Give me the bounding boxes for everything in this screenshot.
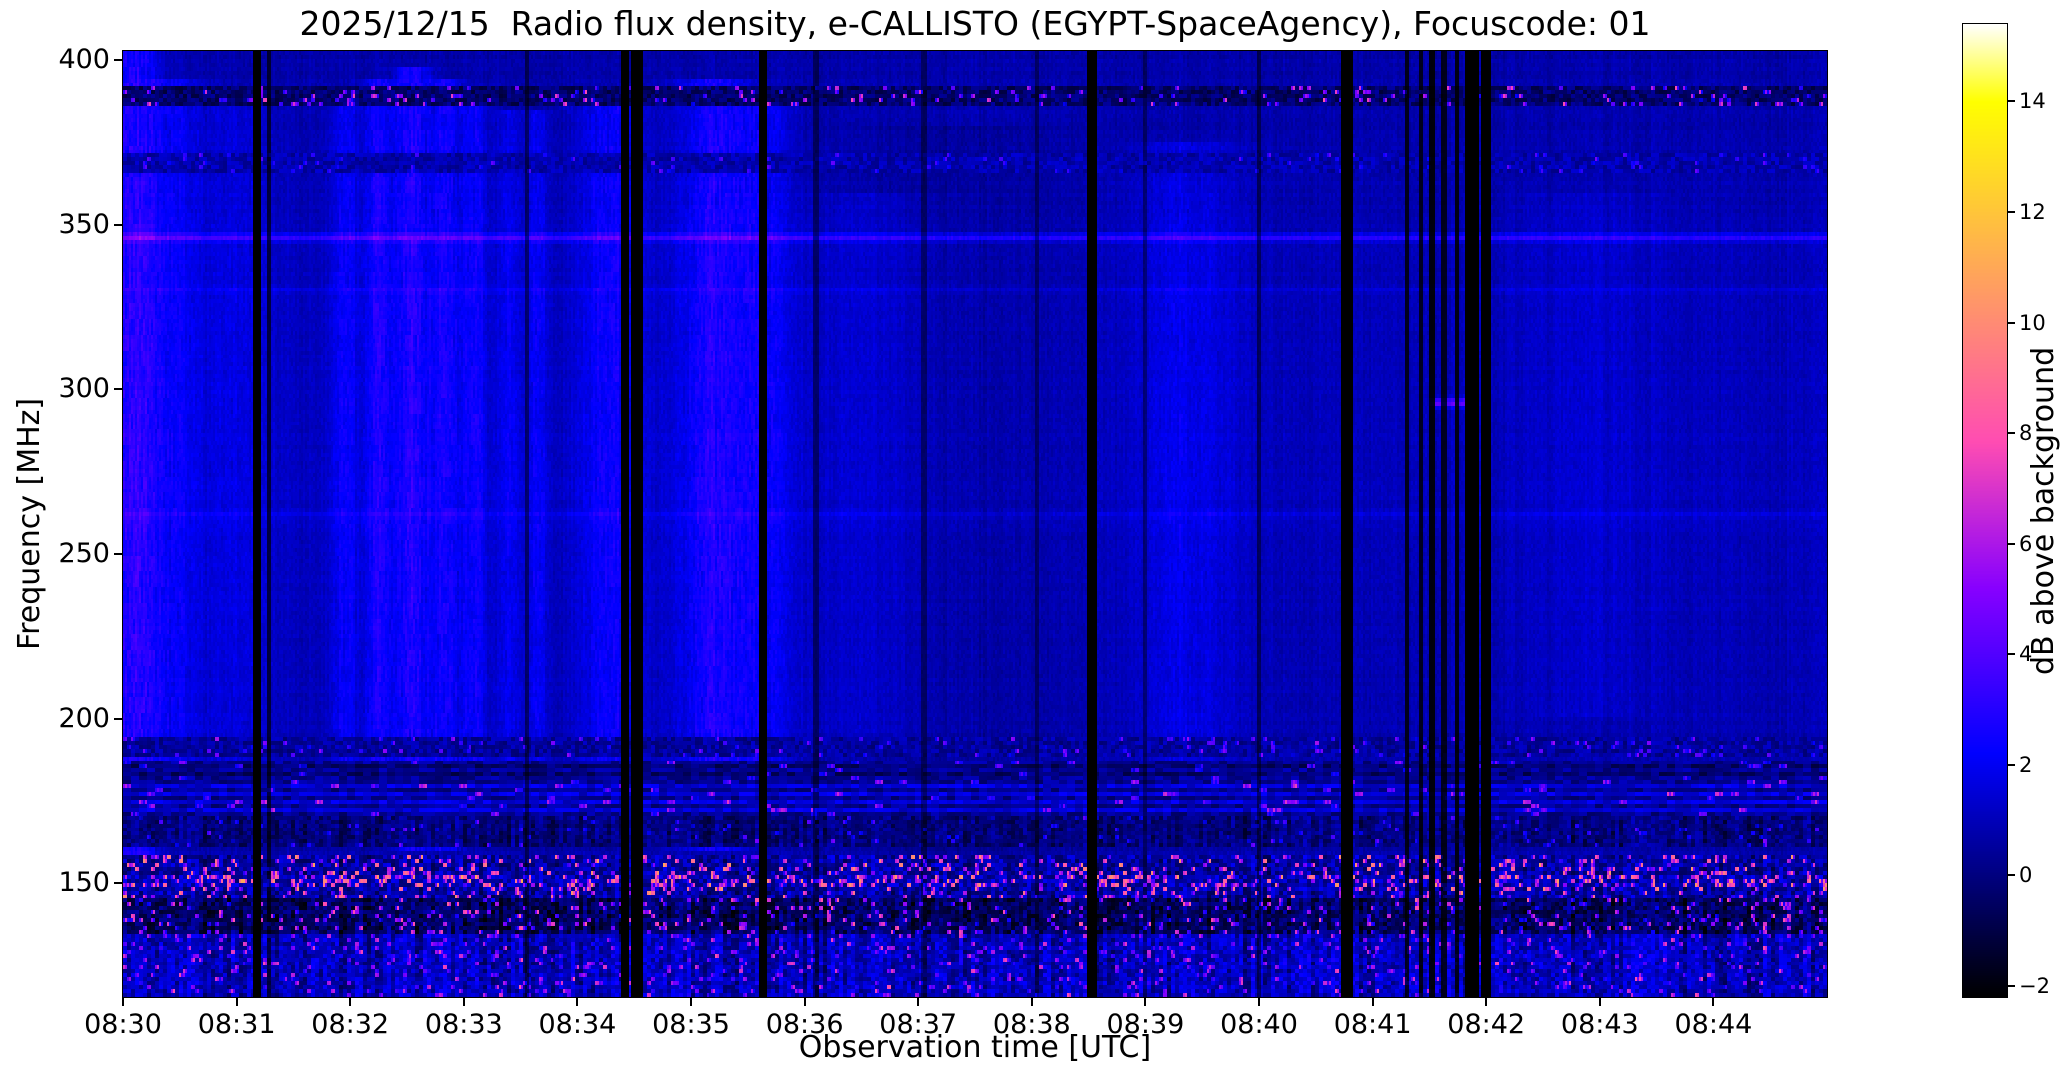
colorbar-tick-label: 14 (2019, 89, 2046, 114)
y-tick-mark (114, 223, 123, 226)
colorbar-tick-mark (2007, 100, 2015, 103)
colorbar-tick-label: −2 (2019, 973, 2050, 998)
x-tick-label: 08:32 (311, 1009, 390, 1040)
chart-title: 2025/12/15 Radio flux density, e-CALLIST… (299, 4, 1651, 43)
x-tick-mark (1258, 997, 1260, 1006)
y-tick-label: 400 (58, 44, 110, 76)
colorbar-tick-mark (2007, 432, 2015, 435)
x-tick-mark (1371, 997, 1374, 1006)
x-tick-label: 08:35 (652, 1009, 730, 1040)
x-tick-label: 08:36 (765, 1009, 844, 1040)
x-tick-mark (1144, 997, 1147, 1006)
y-tick-label: 150 (58, 867, 110, 899)
x-tick-label: 08:38 (992, 1009, 1071, 1040)
x-tick-label: 08:39 (1106, 1009, 1185, 1040)
x-tick-label: 08:43 (1560, 1009, 1639, 1040)
x-tick-mark (122, 997, 124, 1006)
y-tick-label: 300 (58, 373, 110, 405)
y-tick-mark (114, 388, 123, 391)
x-axis-label: Observation time [UTC] (798, 1030, 1152, 1065)
colorbar-tick-mark (2007, 321, 2015, 324)
spectrogram-heatmap (123, 51, 1827, 997)
x-tick-mark (917, 997, 920, 1006)
x-tick-mark (1712, 997, 1715, 1006)
colorbar-tick-label: 12 (2019, 199, 2046, 224)
colorbar-tick-mark (2007, 542, 2015, 545)
x-tick-label: 08:33 (424, 1009, 503, 1040)
y-tick-mark (114, 59, 123, 62)
colorbar-tick-label: 8 (2019, 421, 2033, 446)
x-tick-label: 08:31 (197, 1009, 276, 1040)
x-tick-mark (690, 997, 692, 1006)
colorbar-label: dB above background (2026, 346, 2061, 675)
colorbar-tick-label: 4 (2019, 642, 2033, 667)
y-tick-label: 250 (58, 537, 110, 569)
colorbar-tick-label: 10 (2019, 310, 2046, 335)
y-axis-label: Frequency [MHz] (12, 397, 47, 651)
x-tick-mark (235, 997, 238, 1006)
colorbar-gradient (1963, 24, 2007, 997)
x-tick-mark (576, 997, 579, 1006)
x-tick-label: 08:44 (1674, 1009, 1753, 1040)
x-tick-mark (1030, 997, 1033, 1006)
colorbar-tick-mark (2007, 763, 2015, 766)
x-tick-label: 08:40 (1220, 1009, 1298, 1040)
x-tick-label: 08:41 (1333, 1009, 1412, 1040)
x-tick-label: 08:42 (1447, 1009, 1526, 1040)
x-tick-mark (1485, 997, 1488, 1006)
colorbar-tick-label: 2 (2019, 752, 2033, 777)
x-tick-label: 08:34 (538, 1009, 617, 1040)
x-tick-mark (349, 997, 352, 1006)
x-tick-label: 08:30 (84, 1009, 162, 1040)
colorbar-tick-label: 6 (2019, 531, 2033, 556)
x-tick-mark (803, 997, 806, 1006)
y-tick-mark (114, 552, 123, 555)
colorbar-tick-mark (2007, 210, 2015, 213)
x-tick-mark (462, 997, 465, 1006)
y-tick-mark (114, 882, 123, 885)
colorbar-tick-mark (2007, 874, 2015, 877)
x-tick-mark (1598, 997, 1601, 1006)
y-tick-label: 350 (58, 208, 110, 240)
x-tick-label: 08:37 (879, 1009, 958, 1040)
y-tick-label: 200 (58, 702, 110, 734)
colorbar-tick-label: 0 (2019, 863, 2033, 888)
y-tick-mark (114, 717, 123, 720)
colorbar-tick-mark (2007, 984, 2015, 987)
colorbar-tick-mark (2007, 653, 2015, 656)
